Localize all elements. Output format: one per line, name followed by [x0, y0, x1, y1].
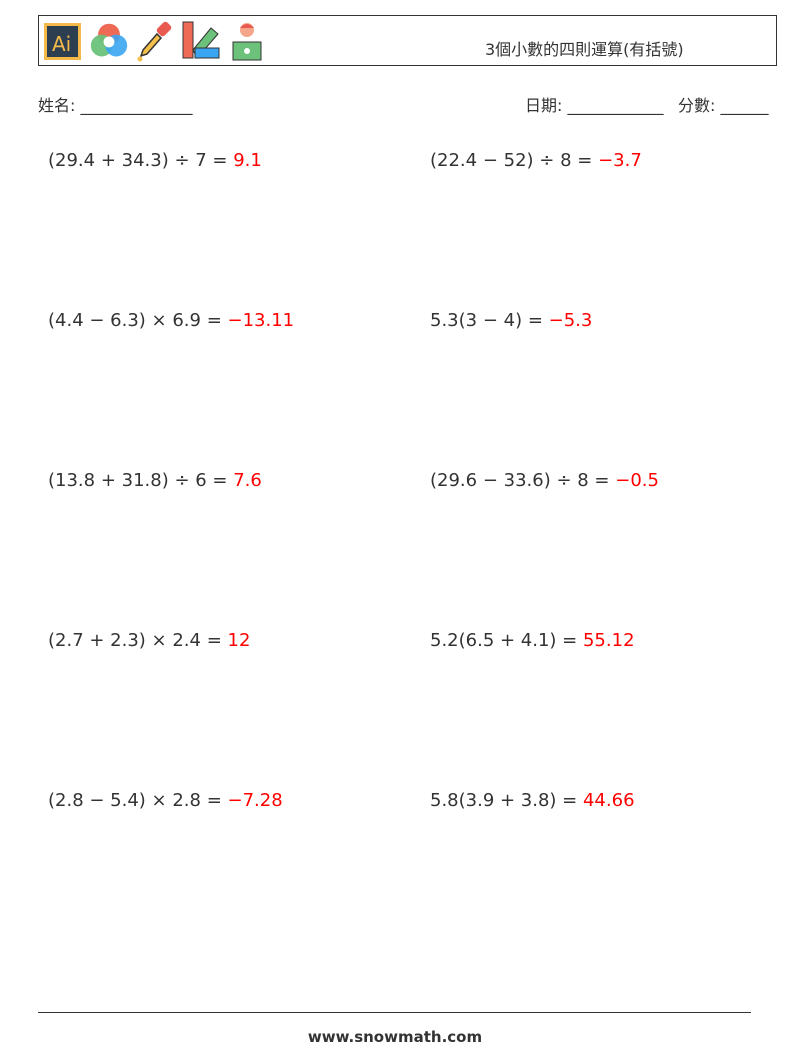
- problem-item: (29.6 − 33.6) ÷ 8 = −0.5: [430, 470, 659, 491]
- problem-question: 5.2(6.5 + 4.1) =: [430, 630, 583, 651]
- color-circles-icon: [90, 23, 128, 57]
- svg-text:Ai: Ai: [52, 32, 71, 56]
- problem-answer: 9.1: [233, 150, 262, 171]
- problem-item: 5.3(3 − 4) = −5.3: [430, 310, 592, 331]
- worksheet-header: Ai 3個小數的四則運算(有括號): [38, 15, 777, 66]
- problem-question: (22.4 − 52) ÷ 8 =: [430, 150, 599, 171]
- problem-answer: −13.11: [227, 310, 295, 331]
- problem-question: (29.6 − 33.6) ÷ 8 =: [430, 470, 616, 491]
- problem-item: (4.4 − 6.3) × 6.9 = −13.11: [48, 310, 294, 331]
- problem-answer: 7.6: [233, 470, 262, 491]
- problem-item: (29.4 + 34.3) ÷ 7 = 9.1: [48, 150, 262, 171]
- problem-item: (2.7 + 2.3) × 2.4 = 12: [48, 630, 250, 651]
- eyedropper-icon: [137, 21, 172, 62]
- footer-divider: [38, 1012, 751, 1013]
- illustrator-logo-icon: Ai: [44, 23, 81, 60]
- problem-question: (2.7 + 2.3) × 2.4 =: [48, 630, 228, 651]
- score-field: 分數: ______: [678, 96, 769, 115]
- problem-question: (13.8 + 31.8) ÷ 6 =: [48, 470, 234, 491]
- date-field: 日期: ____________: [525, 96, 664, 115]
- problem-item: (13.8 + 31.8) ÷ 6 = 7.6: [48, 470, 262, 491]
- problem-question: (29.4 + 34.3) ÷ 7 =: [48, 150, 234, 171]
- problem-answer: −3.7: [598, 150, 642, 171]
- problem-question: (4.4 − 6.3) × 6.9 =: [48, 310, 228, 331]
- problem-question: (2.8 − 5.4) × 2.8 =: [48, 790, 228, 811]
- problem-answer: 55.12: [582, 630, 635, 651]
- problem-item: (2.8 − 5.4) × 2.8 = −7.28: [48, 790, 283, 811]
- name-field: 姓名: ______________: [38, 96, 193, 115]
- problem-item: (22.4 − 52) ÷ 8 = −3.7: [430, 150, 642, 171]
- problem-answer: −7.28: [227, 790, 283, 811]
- problem-answer: −0.5: [615, 470, 659, 491]
- color-swatch-icon: [182, 21, 220, 59]
- problem-answer: −5.3: [548, 310, 593, 331]
- footer-site: www.snowmath.com: [307, 1028, 483, 1046]
- problem-answer: 44.66: [582, 790, 635, 811]
- problem-question: 5.3(3 − 4) =: [430, 310, 549, 331]
- worksheet-title: 3個小數的四則運算(有括號): [485, 40, 684, 59]
- icon-strip: Ai: [43, 20, 267, 62]
- problem-question: 5.8(3.9 + 3.8) =: [430, 790, 583, 811]
- designer-person-icon: [232, 23, 262, 61]
- problem-item: 5.8(3.9 + 3.8) = 44.66: [430, 790, 635, 811]
- problem-item: 5.2(6.5 + 4.1) = 55.12: [430, 630, 635, 651]
- problem-answer: 12: [227, 630, 251, 651]
